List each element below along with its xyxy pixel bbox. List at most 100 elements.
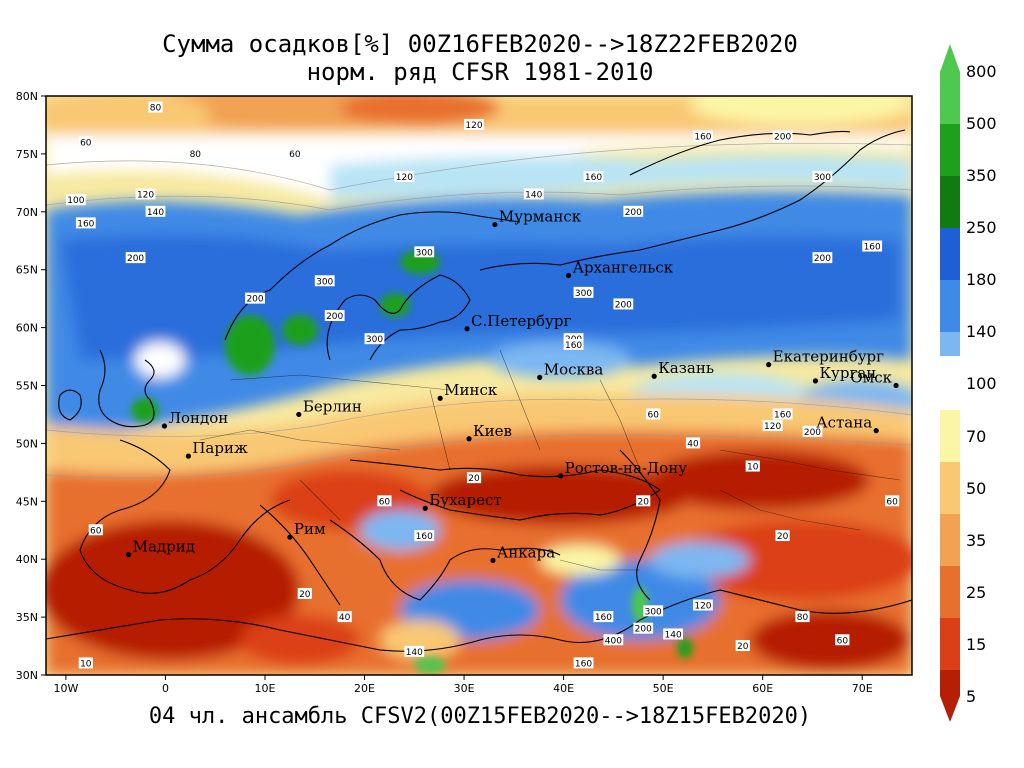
lon-tick-label: 10W [53,682,78,695]
contour-label-bg [772,408,793,420]
city-label: Лондон [168,409,228,427]
colorbar-level-label: 35 [966,531,987,550]
contour-label-bg [148,101,163,113]
contour-label: 140 [147,208,164,218]
city-marker [766,362,772,368]
lat-tick-label: 80N [16,90,38,103]
colorbar-level-label: 25 [966,583,987,602]
city-label: Париж [192,439,248,457]
contour-label: 60 [837,636,849,646]
contour-label-bg [466,472,482,484]
contour-label-bg [693,130,713,142]
lat-tick-label: 75N [16,148,38,161]
colorbar-level-label: 50 [966,479,987,498]
colorbar-segment [940,332,960,356]
contour-label: 120 [764,422,781,432]
city-label: Курган [819,364,876,382]
lon-tick-label: 20E [354,682,375,695]
contour-label: 300 [416,248,433,258]
contour-label-bg [394,171,415,183]
city-marker [422,505,428,511]
contour-label: 200 [326,312,343,322]
colorbar-level-label: 15 [966,635,987,654]
city-marker [492,221,498,228]
colorbar-segment [940,462,960,514]
city-label: Киев [473,422,512,440]
city-label: Екатеринбург [773,348,884,366]
colorbar-level-label: 140 [966,322,997,341]
contour-label-bg [745,460,760,472]
colorbar-level-label: 350 [966,166,997,185]
contour-label-bg [287,147,302,159]
contour-label: 160 [694,133,711,143]
city-marker [651,373,657,379]
contour-label: 20 [299,590,311,600]
colorbar-level-label: 500 [966,114,997,133]
city-label: Берлин [303,397,362,415]
contour-label-bg [663,628,684,640]
lat-tick-label: 50N [16,437,38,450]
city-label: Ростов-на-Дону [565,459,688,477]
city-label: Москва [544,360,604,378]
contour-label: 200 [774,133,791,143]
contour-label: 140 [406,648,423,658]
contour-label: 200 [635,625,652,635]
contour-label-bg [523,188,544,200]
contour-label: 200 [804,428,821,438]
city-marker [464,326,470,332]
colorbar-level-label: 800 [966,62,997,81]
contour-label-bg [245,292,265,304]
contour-label: 20 [777,532,789,542]
contour-label: 300 [316,277,333,287]
contour-label: 200 [615,300,632,310]
contour-label-bg [414,530,435,542]
contour-label-bg [643,605,664,617]
colorbar-level-label: 5 [966,687,977,706]
contour-label-bg [812,252,833,264]
contour-label-bg [812,171,833,183]
contour-label-bg [775,530,790,542]
city-label: Мадрид [133,538,195,556]
coastlines [46,129,912,652]
contour-label: 60 [886,497,898,507]
city-marker [893,382,899,389]
contour-label: 300 [645,607,662,617]
contour-label-bg [337,611,352,623]
city-marker [296,411,302,418]
city-label: Астана [816,414,872,432]
city-label: Анкара [497,543,555,561]
lon-tick-label: 50E [653,682,674,695]
colorbar-segment [940,228,960,280]
contour-label: 160 [774,410,791,420]
contour-label-bg [772,130,793,142]
contour-label: 300 [366,335,383,345]
contour-label-bg [693,599,713,611]
city-label: С.Петербург [471,312,571,330]
city-marker [437,395,443,401]
colorbar-segment [940,124,960,176]
city-marker [161,423,168,429]
colorbar-segment [940,72,960,124]
contour-label: 200 [814,254,831,264]
map-field [46,96,912,675]
contour-label: 20 [638,497,650,507]
contour-label: 120 [694,602,711,612]
contour-label-bg [646,408,661,420]
city-marker [287,534,293,540]
city-label: Минск [444,381,498,399]
contour-label-bg [364,333,385,345]
contour-label: 80 [797,613,809,623]
contour-label: 80 [150,104,162,114]
contour-label-bg [404,645,425,657]
contour-label: 20 [737,642,749,652]
contour-label: 200 [246,295,263,305]
contour-label-bg [603,634,624,646]
contour-label-bg [75,217,96,229]
contour-label-bg [464,118,484,130]
colorbar-level-label: 70 [966,427,987,446]
contour-label: 60 [379,497,391,507]
city-marker [537,374,543,380]
lat-tick-label: 35N [16,611,38,624]
contour-label: 200 [127,254,144,264]
contour-label: 60 [647,410,659,420]
